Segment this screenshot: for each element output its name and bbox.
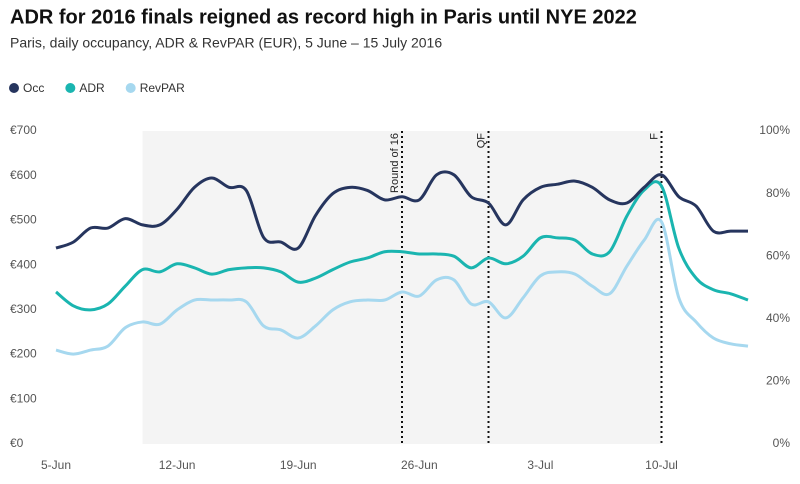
chart-subtitle: Paris, daily occupancy, ADR & RevPAR (EU… [10,35,442,51]
y2-tick-label: 0% [773,436,791,450]
legend-marker [65,83,76,93]
y-tick-label: €700 [10,123,37,137]
series-line [55,180,749,312]
series-line [55,217,749,356]
x-tick-label: 19-Jun [280,458,317,472]
legend-label: ADR [79,81,105,95]
legend-label: RevPAR [140,81,185,95]
y2-tick-label: 40% [766,311,790,325]
annotation-label: QF [475,133,487,149]
y-tick-label: €400 [10,257,37,271]
annotation-label: Round of 16 [389,133,401,193]
x-tick-label: 10-Jul [645,458,678,472]
x-tick-label: 12-Jun [159,458,196,472]
x-tick-label: 3-Jul [527,458,553,472]
y2-tick-label: 100% [759,123,790,137]
annotation-label: F [648,133,660,140]
y-tick-label: €200 [10,347,37,361]
y-tick-label: €500 [10,213,37,227]
x-tick-label: 26-Jun [401,458,438,472]
y-tick-label: €600 [10,168,37,182]
y2-tick-label: 20% [766,374,790,388]
y2-tick-label: 60% [766,248,790,262]
legend-marker [9,83,19,93]
legend-label: Occ [23,81,44,95]
y-tick-label: €300 [10,302,37,316]
y-tick-label: €0 [10,436,24,450]
x-tick-label: 5-Jun [41,458,71,472]
chart-title: ADR for 2016 finals reigned as record hi… [10,6,637,28]
series-line [55,170,749,251]
y-tick-label: €100 [10,391,37,405]
legend-marker [125,83,136,93]
y2-tick-label: 80% [766,186,790,200]
